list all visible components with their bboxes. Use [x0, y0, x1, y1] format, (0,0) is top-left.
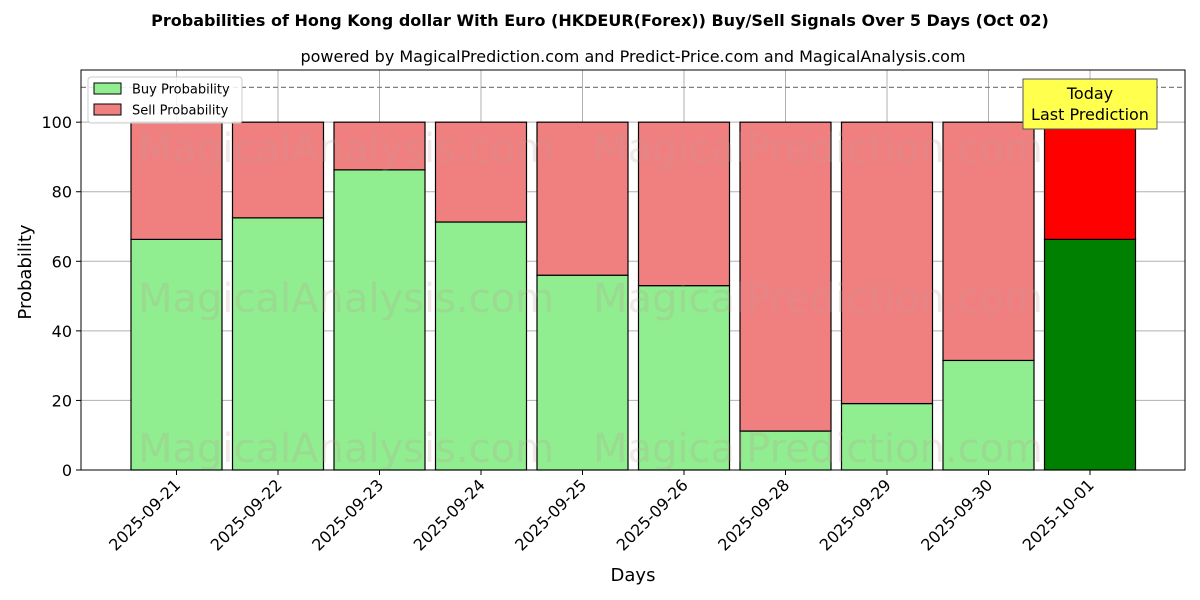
today-annotation-box [1022, 78, 1158, 130]
legend-label: Buy Probability [132, 83, 230, 98]
buy-bar [942, 359, 1035, 471]
x-tick-label: 2025-09-24 [410, 475, 489, 554]
sell-bar [637, 121, 731, 287]
x-tick-label: 2025-09-28 [714, 475, 793, 554]
x-tick-label: 2025-09-23 [308, 475, 387, 554]
legend-label: Sell Probability [132, 104, 229, 119]
axes-frame [80, 69, 1186, 471]
x-tick-label: 2025-09-21 [105, 475, 184, 554]
legend-swatch [93, 103, 122, 116]
buy-bar [231, 217, 325, 471]
sell-bar [942, 121, 1035, 362]
y-tick-label: 40 [52, 322, 72, 341]
y-tick-label: 100 [41, 113, 72, 132]
x-tick-label: 2025-09-26 [613, 475, 692, 554]
chart-subtitle: powered by MagicalPrediction.com and Pre… [300, 47, 965, 66]
y-tick-label: 60 [52, 252, 72, 271]
sell-bar [536, 121, 629, 276]
today-annotation-text: Last Prediction [1031, 105, 1149, 124]
watermark-text: MagicalAnalysis.com [138, 126, 554, 172]
x-tick-label: 2025-09-22 [207, 475, 286, 554]
x-axis-label: Days [611, 565, 656, 586]
x-tick-label: 2025-09-25 [511, 475, 590, 554]
buy-bar [536, 274, 629, 471]
x-tick-label: 2025-09-30 [917, 475, 996, 554]
buy-bar [637, 285, 731, 471]
x-tick-label: 2025-09-29 [816, 475, 895, 554]
chart-title: Probabilities of Hong Kong dollar With E… [151, 11, 1049, 30]
sell-bar [231, 121, 325, 219]
y-tick-label: 20 [52, 391, 72, 410]
watermark-text: MagicalPrediction.com [593, 276, 1043, 322]
today-annotation-text: Today [1066, 84, 1113, 103]
y-tick-label: 80 [52, 183, 72, 202]
sell-bar [1043, 121, 1137, 240]
buy-bar [1043, 238, 1137, 471]
watermark-text: MagicalAnalysis.com [138, 426, 554, 472]
buy-bar [434, 221, 528, 471]
sell-bar [739, 121, 832, 432]
legend-box [87, 76, 243, 124]
watermark-text: MagicalPrediction.com [593, 126, 1043, 172]
watermark-text: MagicalPrediction.com [593, 426, 1043, 472]
y-axis-label: Probability [15, 224, 36, 319]
sell-bar [333, 121, 426, 171]
sell-bar [130, 121, 223, 240]
y-tick-label: 0 [62, 461, 72, 480]
x-tick-label: 2025-10-01 [1019, 475, 1098, 554]
watermark-text: MagicalAnalysis.com [138, 276, 554, 322]
legend-swatch [93, 82, 122, 95]
buy-bar [333, 169, 426, 471]
sell-bar [840, 121, 934, 405]
sell-bar [434, 121, 528, 223]
buy-bar [739, 430, 832, 471]
